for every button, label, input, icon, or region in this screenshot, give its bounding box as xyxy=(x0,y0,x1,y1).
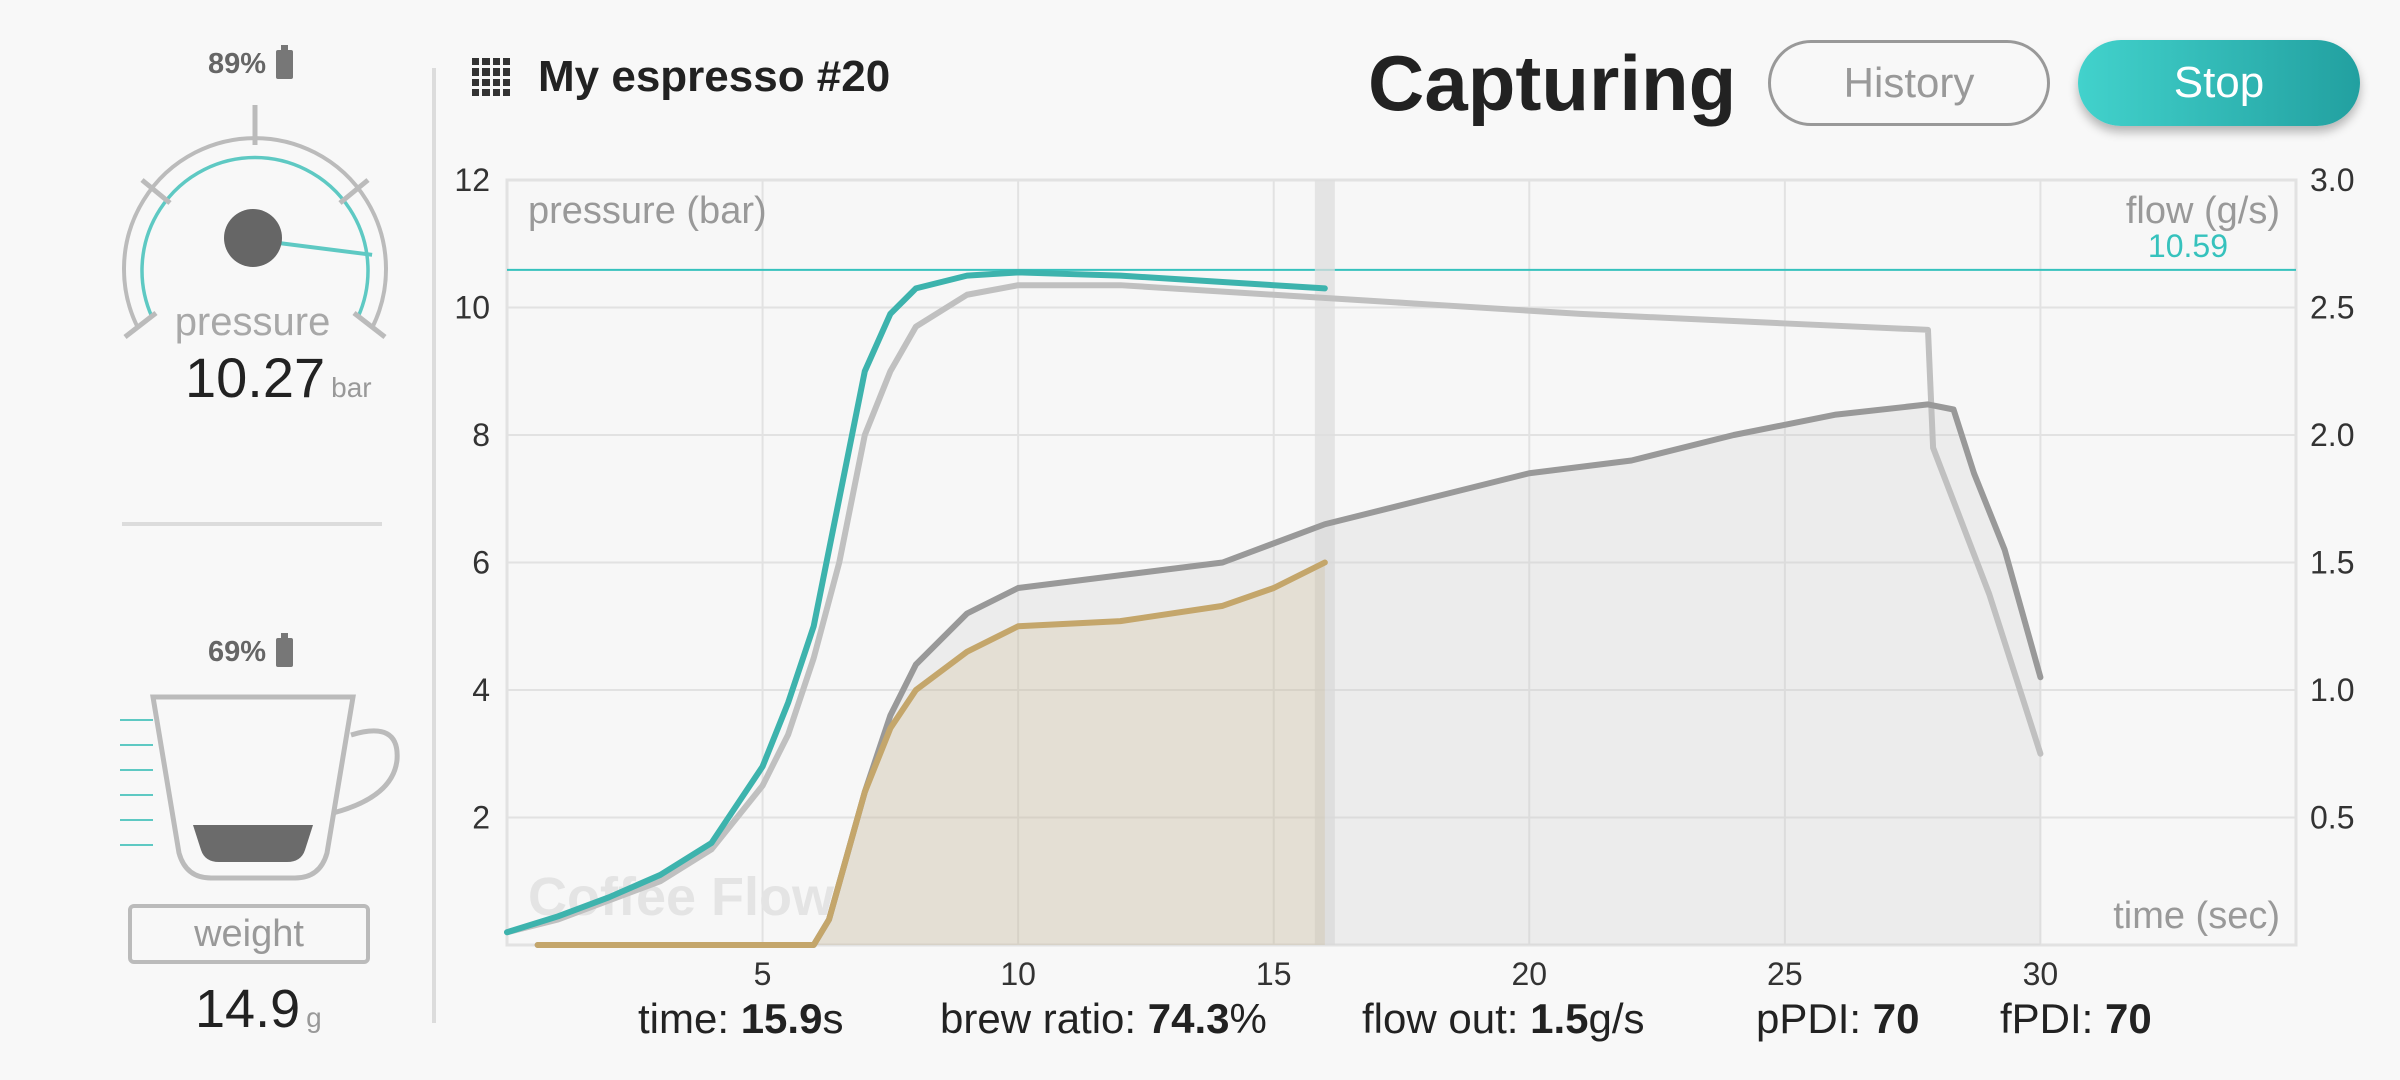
reference-flow-area xyxy=(537,404,2041,945)
y2-tick-label: 3.0 xyxy=(2310,162,2354,198)
x-tick-label: 15 xyxy=(1256,956,1292,992)
x-tick-label: 25 xyxy=(1767,956,1803,992)
y-tick-label: 8 xyxy=(472,417,490,453)
y2-tick-label: 2.0 xyxy=(2310,417,2354,453)
stat-fpdi: fPDI: 70 xyxy=(2000,995,2152,1043)
stat-ppdi: pPDI: 70 xyxy=(1756,995,1919,1043)
shot-header: My espresso #20 xyxy=(472,52,890,102)
x-tick-label: 30 xyxy=(2023,956,2059,992)
stat-ppdi-label: pPDI: xyxy=(1756,995,1862,1042)
history-button[interactable]: History xyxy=(1768,40,2050,126)
pressure-readout: 10.27 bar xyxy=(185,345,372,410)
reference-pressure-line xyxy=(504,282,2044,936)
live-flow-area xyxy=(537,562,1325,945)
x-tick-label: 20 xyxy=(1511,956,1547,992)
stat-flow-out: flow out: 1.5g/s xyxy=(1362,995,1645,1043)
stat-brew-ratio: brew ratio: 74.3% xyxy=(940,995,1267,1043)
x-tick-label: 10 xyxy=(1000,956,1036,992)
stop-button[interactable]: Stop xyxy=(2078,40,2360,126)
pressure-gauge xyxy=(122,105,388,339)
capture-status: Capturing xyxy=(1368,39,1737,127)
stat-time-value: 15.9 xyxy=(740,995,823,1042)
live-pressure-line xyxy=(504,269,1328,936)
weight-battery-text: 69% xyxy=(208,636,267,668)
watermark-text: Coffee Flow xyxy=(528,867,835,927)
weight-unit: g xyxy=(306,1002,322,1033)
panel-vertical-divider xyxy=(432,68,436,1023)
y2-tick-label: 2.5 xyxy=(2310,290,2354,326)
pressure-battery-text: 89% xyxy=(208,48,267,80)
panel-divider xyxy=(122,522,382,526)
stat-flow-unit: g/s xyxy=(1588,995,1645,1042)
stat-time-unit: s xyxy=(822,995,844,1042)
stat-ratio-label: brew ratio: xyxy=(940,995,1137,1042)
gauges-panel: 89% pressure 10.27 bar 69% weight 14.9 g xyxy=(0,0,432,1080)
cup-icon xyxy=(120,694,400,881)
y2-tick-label: 1.0 xyxy=(2310,672,2354,708)
y-tick-label: 10 xyxy=(454,290,490,326)
weight-battery: 69% xyxy=(208,633,294,669)
shot-title[interactable]: My espresso #20 xyxy=(538,52,891,101)
pressure-battery: 89% xyxy=(208,45,294,81)
weight-label-box: weight xyxy=(128,904,370,964)
stat-flow-value: 1.5 xyxy=(1530,995,1589,1042)
stat-ppdi-value: 70 xyxy=(1872,995,1920,1042)
y2-axis-label: flow (g/s) xyxy=(2126,190,2280,232)
y2-tick-label: 0.5 xyxy=(2310,800,2354,836)
shot-stats: time: 15.9s brew ratio: 74.3% flow out: … xyxy=(0,995,2400,1055)
live-flow-line xyxy=(534,559,1328,948)
battery-icon xyxy=(276,45,294,79)
pressure-label: pressure xyxy=(174,300,331,344)
stat-time: time: 15.9s xyxy=(638,995,843,1043)
stat-fpdi-label: fPDI: xyxy=(2000,995,2094,1042)
battery-icon xyxy=(276,633,294,667)
y2-tick-label: 1.5 xyxy=(2310,545,2354,581)
y-axis-label: pressure (bar) xyxy=(528,190,767,232)
y-tick-label: 2 xyxy=(472,800,490,836)
target-pressure-label: 10.59 xyxy=(2148,228,2228,264)
weight-value: 14.9 xyxy=(195,979,301,1039)
x-axis-label: time (sec) xyxy=(2113,895,2280,937)
pressure-value: 10.27 xyxy=(185,346,326,409)
apps-grid-icon[interactable] xyxy=(472,58,510,96)
pressure-unit: bar xyxy=(331,372,372,403)
stat-ratio-value: 74.3 xyxy=(1147,995,1230,1042)
gauge-hub xyxy=(224,209,282,267)
weight-readout: 14.9 g xyxy=(195,978,322,1040)
stat-fpdi-value: 70 xyxy=(2105,995,2152,1042)
stat-time-label: time: xyxy=(638,995,730,1042)
y-tick-label: 6 xyxy=(472,545,490,581)
y-tick-label: 4 xyxy=(472,672,490,708)
x-tick-label: 5 xyxy=(754,956,772,992)
stat-ratio-unit: % xyxy=(1229,995,1267,1042)
y-tick-label: 12 xyxy=(454,162,490,198)
stat-flow-label: flow out: xyxy=(1362,995,1519,1042)
